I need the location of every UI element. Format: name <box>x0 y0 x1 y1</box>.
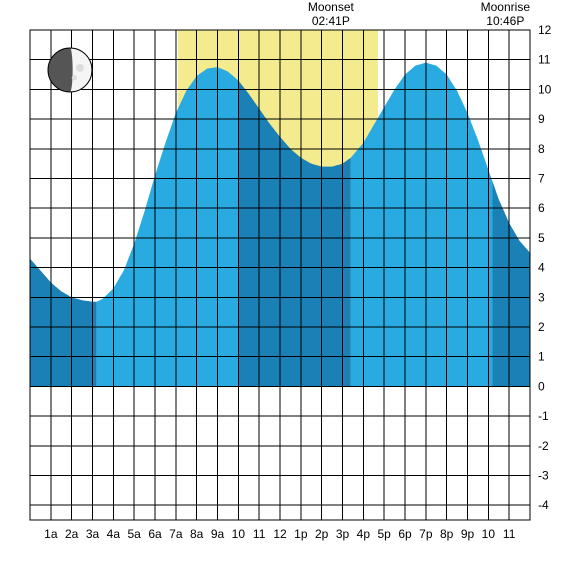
x-tick-label: 5a <box>127 527 141 541</box>
y-tick-label: 2 <box>538 320 545 334</box>
tide-chart-container: { "chart": { "type": "area", "width": 57… <box>0 0 570 570</box>
x-tick-label: 12 <box>273 527 287 541</box>
x-tick-label: 9p <box>461 527 475 541</box>
x-tick-label: 7p <box>419 527 433 541</box>
y-tick-label: 9 <box>538 112 545 126</box>
x-tick-label: 7a <box>169 527 183 541</box>
x-tick-label: 3p <box>336 527 350 541</box>
y-tick-label: 8 <box>538 142 545 156</box>
y-tick-label: 4 <box>538 261 545 275</box>
y-tick-label: 5 <box>538 231 545 245</box>
y-tick-label: 1 <box>538 350 545 364</box>
y-tick-label: 0 <box>538 379 545 393</box>
y-tick-label: 11 <box>538 53 551 67</box>
moonset-label: Moonset 02:41P <box>308 0 354 29</box>
x-tick-label: 11 <box>503 527 516 541</box>
y-tick-label: 12 <box>538 23 552 37</box>
x-tick-label: 9a <box>211 527 225 541</box>
x-tick-label: 10 <box>232 527 246 541</box>
x-tick-label: 2p <box>315 527 329 541</box>
moonrise-label: Moonrise 10:46P <box>481 0 530 29</box>
moon-phase-icon <box>48 48 92 92</box>
y-tick-label: -3 <box>538 468 549 482</box>
x-tick-label: 8p <box>440 527 454 541</box>
x-tick-label: 10 <box>482 527 496 541</box>
x-tick-label: 4p <box>357 527 371 541</box>
y-tick-label: 7 <box>538 171 545 185</box>
x-tick-label: 6a <box>148 527 162 541</box>
y-tick-label: 10 <box>538 82 552 96</box>
x-tick-label: 11 <box>253 527 266 541</box>
y-tick-label: -4 <box>538 498 549 512</box>
x-tick-label: 4a <box>107 527 121 541</box>
x-tick-label: 5p <box>377 527 391 541</box>
tide-chart-svg: -4-3-2-101234567891011121a2a3a4a5a6a7a8a… <box>0 0 570 570</box>
y-tick-label: -2 <box>538 439 549 453</box>
x-tick-label: 6p <box>398 527 412 541</box>
x-tick-label: 1p <box>294 527 308 541</box>
x-tick-label: 1a <box>44 527 58 541</box>
y-tick-label: -1 <box>538 409 549 423</box>
x-tick-label: 8a <box>190 527 204 541</box>
x-tick-label: 3a <box>86 527 100 541</box>
y-tick-label: 6 <box>538 201 545 215</box>
x-tick-label: 2a <box>65 527 79 541</box>
y-tick-label: 3 <box>538 290 545 304</box>
